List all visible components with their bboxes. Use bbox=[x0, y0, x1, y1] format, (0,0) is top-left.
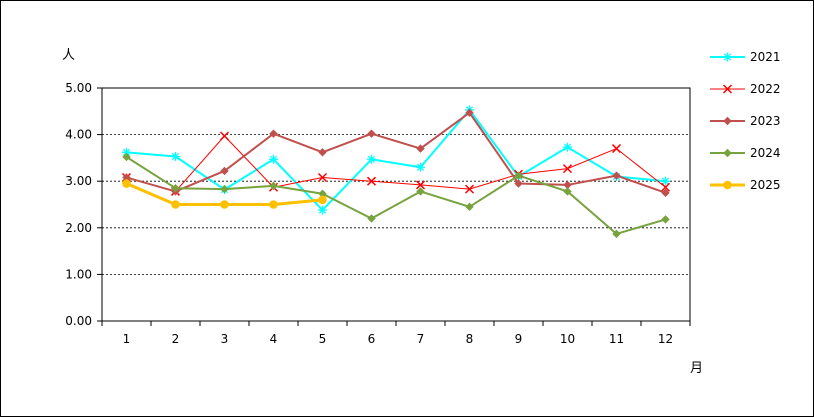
y-tick-label: 2.00 bbox=[65, 221, 92, 235]
data-point-2022 bbox=[366, 176, 377, 186]
data-point-2024 bbox=[269, 181, 278, 191]
data-point-2025 bbox=[122, 179, 131, 188]
legend-label: 2024 bbox=[750, 146, 781, 160]
x-tick-label: 2 bbox=[172, 332, 180, 346]
data-point-2023 bbox=[514, 179, 523, 188]
x-tick-label: 11 bbox=[609, 332, 624, 346]
data-point-2025 bbox=[269, 200, 278, 209]
data-point-2024 bbox=[171, 183, 180, 193]
x-tick-label: 3 bbox=[221, 332, 229, 346]
legend-label: 2021 bbox=[750, 50, 781, 64]
legend-label: 2025 bbox=[750, 178, 781, 192]
data-point-2021 bbox=[661, 176, 670, 186]
x-tick-label: 10 bbox=[560, 332, 575, 346]
x-tick-label: 7 bbox=[417, 332, 425, 346]
series-2024 bbox=[122, 152, 670, 239]
y-axis-ticks: 0.00 1.00 2.00 3.00 4.00 5.00 bbox=[65, 81, 102, 328]
y-tick-label: 0.00 bbox=[65, 314, 92, 328]
data-point-2022 bbox=[415, 180, 426, 190]
x-axis-unit-label: 月 bbox=[690, 361, 703, 376]
y-tick-label: 3.00 bbox=[65, 174, 92, 188]
x-axis-ticks: 1 2 3 4 5 6 7 8 9 10 11 12 bbox=[101, 321, 691, 346]
data-point-2022 bbox=[464, 184, 475, 194]
series-line-2022 bbox=[126, 135, 666, 192]
data-point-2023 bbox=[318, 148, 327, 157]
legend-marker bbox=[722, 84, 733, 94]
data-point-2024 bbox=[612, 229, 621, 239]
legend-item-2025: 2025 bbox=[710, 178, 781, 192]
data-point-2023 bbox=[220, 166, 229, 176]
data-point-2024 bbox=[563, 187, 572, 196]
legend-item-2021: 2021 bbox=[710, 50, 781, 64]
data-point-2021 bbox=[367, 154, 376, 164]
x-tick-label: 6 bbox=[368, 332, 376, 346]
data-point-2023 bbox=[367, 129, 376, 138]
data-point-2023 bbox=[269, 129, 278, 138]
y-axis-unit-label: 人 bbox=[62, 48, 75, 63]
data-point-2023 bbox=[661, 188, 670, 198]
data-point-2024 bbox=[367, 214, 376, 223]
data-point-2021 bbox=[171, 152, 180, 162]
legend-item-2022: 2022 bbox=[710, 82, 781, 96]
data-point-2021 bbox=[269, 154, 278, 164]
x-tick-label: 4 bbox=[270, 332, 278, 346]
data-point-2024 bbox=[122, 152, 131, 162]
legend-item-2023: 2023 bbox=[710, 114, 781, 128]
y-tick-label: 1.00 bbox=[65, 267, 92, 281]
data-point-2024 bbox=[465, 202, 474, 212]
data-point-2024 bbox=[220, 184, 229, 194]
data-point-2022 bbox=[317, 172, 328, 183]
x-tick-label: 12 bbox=[658, 332, 673, 346]
series-2023 bbox=[122, 108, 670, 198]
data-point-2021 bbox=[416, 162, 425, 172]
data-point-2023 bbox=[416, 144, 425, 153]
legend-label: 2022 bbox=[750, 82, 781, 96]
data-point-2023 bbox=[465, 108, 474, 117]
x-tick-label: 1 bbox=[123, 332, 131, 346]
series-line-2021 bbox=[126, 108, 666, 212]
y-tick-label: 5.00 bbox=[65, 81, 92, 95]
data-point-2022 bbox=[660, 182, 671, 192]
data-point-2021 bbox=[563, 142, 572, 152]
data-point-2022 bbox=[219, 131, 230, 141]
data-point-2024 bbox=[514, 171, 523, 180]
series-line-2023 bbox=[126, 111, 666, 194]
x-tick-label: 9 bbox=[515, 332, 523, 346]
series-line-2024 bbox=[125, 156, 666, 235]
series-group bbox=[121, 105, 671, 239]
x-tick-label: 5 bbox=[319, 332, 327, 346]
x-tick-label: 8 bbox=[466, 332, 474, 346]
legend-item-2024: 2024 bbox=[710, 146, 781, 160]
legend-marker bbox=[723, 52, 732, 62]
series-2025 bbox=[122, 179, 327, 209]
data-point-2024 bbox=[416, 187, 425, 196]
data-point-2025 bbox=[220, 200, 229, 209]
legend-marker bbox=[723, 180, 732, 190]
data-point-2022 bbox=[611, 144, 622, 154]
data-point-2025 bbox=[318, 195, 327, 205]
legend: 2021 2022 2023 2024 2025 bbox=[710, 50, 781, 192]
data-point-2022 bbox=[562, 164, 573, 174]
data-point-2023 bbox=[612, 171, 621, 180]
legend-marker bbox=[723, 148, 732, 158]
data-point-2025 bbox=[171, 200, 180, 209]
data-point-2024 bbox=[661, 215, 670, 224]
legend-label: 2023 bbox=[750, 114, 781, 128]
legend-marker bbox=[723, 116, 732, 126]
data-point-2021 bbox=[318, 205, 327, 215]
y-tick-label: 4.00 bbox=[65, 128, 92, 142]
